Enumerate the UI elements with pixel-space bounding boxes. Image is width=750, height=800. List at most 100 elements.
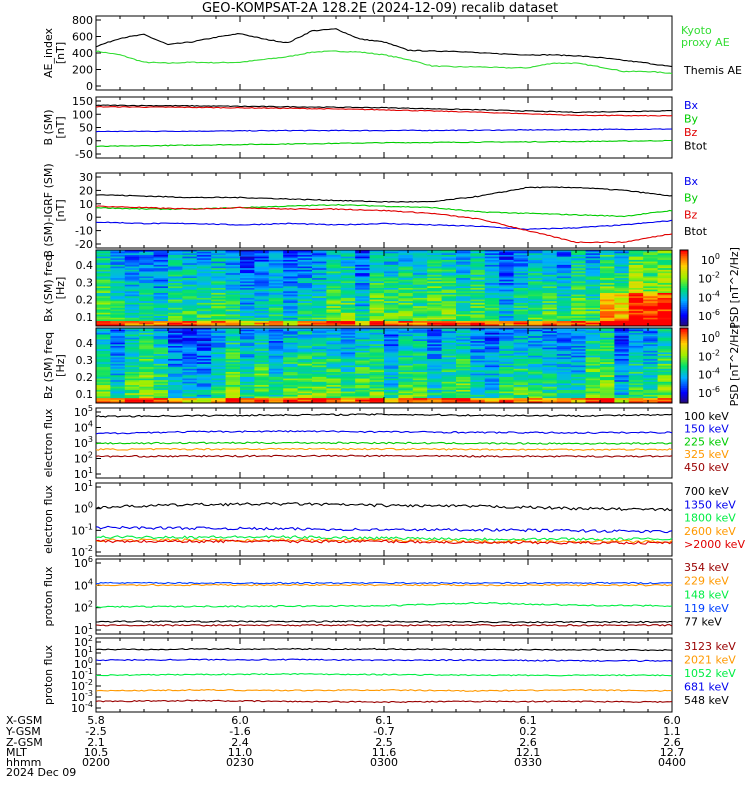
heatmap-cell xyxy=(355,301,371,304)
heatmap-cell xyxy=(600,307,615,310)
heatmap-cell xyxy=(268,339,284,342)
heatmap-cell xyxy=(110,251,126,254)
heatmap-cell xyxy=(499,375,515,378)
heatmap-cell xyxy=(355,394,371,397)
heatmap-cell xyxy=(225,324,241,327)
heatmap-cell xyxy=(542,388,558,391)
heatmap-cell xyxy=(312,259,327,263)
heatmap-cell xyxy=(283,317,299,320)
heatmap-cell xyxy=(355,271,371,274)
heatmap-cell xyxy=(196,398,212,401)
heatmap-cell xyxy=(657,264,673,268)
heatmap-cell xyxy=(614,375,630,378)
heatmap-cell xyxy=(110,317,126,320)
heatmap-cell xyxy=(153,292,169,296)
heatmap-cell xyxy=(369,365,385,368)
heatmap-cell xyxy=(484,362,500,365)
colorbar-cell xyxy=(680,291,688,295)
heatmap-cell xyxy=(211,372,227,375)
heatmap-cell xyxy=(110,378,126,381)
heatmap-cell xyxy=(542,363,558,366)
heatmap-cell xyxy=(657,286,673,289)
heatmap-cell xyxy=(139,316,155,319)
heatmap-cell xyxy=(427,294,443,297)
heatmap-cell xyxy=(412,274,428,277)
heatmap-cell xyxy=(643,324,659,327)
heatmap-cell xyxy=(456,328,471,331)
heatmap-cell xyxy=(369,271,385,274)
heatmap-cell xyxy=(96,399,111,402)
heatmap-cell xyxy=(513,322,529,325)
heatmap-cell xyxy=(643,391,659,394)
heatmap-cell xyxy=(182,314,198,317)
heatmap-cell xyxy=(340,331,356,334)
heatmap-cell xyxy=(312,284,327,287)
heatmap-cell xyxy=(211,276,227,279)
heatmap-cell xyxy=(398,324,414,327)
heatmap-cell xyxy=(600,375,615,378)
heatmap-cell xyxy=(614,350,630,353)
heatmap-cell xyxy=(657,344,673,347)
heatmap-cell xyxy=(427,345,443,349)
heatmap-cell xyxy=(542,336,558,339)
heatmap-cell xyxy=(326,354,342,357)
heatmap-cell xyxy=(211,357,227,360)
heatmap-cell xyxy=(441,281,457,284)
heatmap-cell xyxy=(484,297,500,301)
heatmap-cell xyxy=(456,253,471,256)
heatmap-cell xyxy=(96,365,111,368)
heatmap-cell xyxy=(139,386,155,389)
heatmap-cell xyxy=(643,278,659,281)
heatmap-cell xyxy=(484,317,500,320)
heatmap-cell xyxy=(398,309,414,312)
heatmap-cell xyxy=(600,268,615,271)
heatmap-cell xyxy=(628,360,644,363)
colorbar-label: PSD [nT^2/Hz] xyxy=(728,325,741,407)
heatmap-cell xyxy=(628,393,644,396)
heatmap-cell xyxy=(427,388,443,391)
heatmap-cell xyxy=(513,264,529,268)
heatmap-cell xyxy=(643,279,659,282)
heatmap-cell xyxy=(139,381,155,384)
heatmap-cell xyxy=(585,291,601,294)
heatmap-cell xyxy=(441,291,457,294)
heatmap-cell xyxy=(283,362,299,365)
heatmap-cell xyxy=(297,349,313,352)
heatmap-cell xyxy=(312,250,327,253)
heatmap-cell xyxy=(168,322,183,325)
colorbar-cell xyxy=(680,337,688,340)
heatmap-cell xyxy=(441,380,457,383)
heatmap-cell xyxy=(268,316,284,319)
heatmap-cell xyxy=(585,389,601,393)
heatmap-cell xyxy=(96,389,111,393)
heatmap-cell xyxy=(556,383,572,386)
heatmap-cell xyxy=(211,352,227,355)
heatmap-cell xyxy=(124,370,140,373)
heatmap-cell xyxy=(369,401,385,404)
heatmap-cell xyxy=(153,331,169,334)
heatmap-cell xyxy=(96,304,111,307)
heatmap-cell xyxy=(657,363,673,366)
heatmap-cell xyxy=(283,288,299,291)
heatmap-cell xyxy=(153,357,169,360)
heatmap-cell xyxy=(225,398,241,401)
heatmap-cell xyxy=(600,385,615,388)
heatmap-cell xyxy=(254,360,270,363)
heatmap-cell xyxy=(412,256,428,259)
heatmap-cell xyxy=(268,284,284,287)
heatmap-cell xyxy=(384,253,399,256)
heatmap-cell xyxy=(542,307,558,310)
heatmap-cell xyxy=(470,283,486,286)
heatmap-cell xyxy=(513,279,529,282)
heatmap-cell xyxy=(628,251,644,254)
heatmap-cell xyxy=(340,306,356,309)
heatmap-cell xyxy=(657,269,673,272)
heatmap-cell xyxy=(124,307,140,310)
heatmap-cell xyxy=(211,324,227,327)
heatmap-cell xyxy=(456,307,471,310)
heatmap-cell xyxy=(312,319,327,322)
heatmap-cell xyxy=(211,358,227,362)
heatmap-cell xyxy=(225,278,241,281)
heatmap-cell xyxy=(600,302,615,306)
